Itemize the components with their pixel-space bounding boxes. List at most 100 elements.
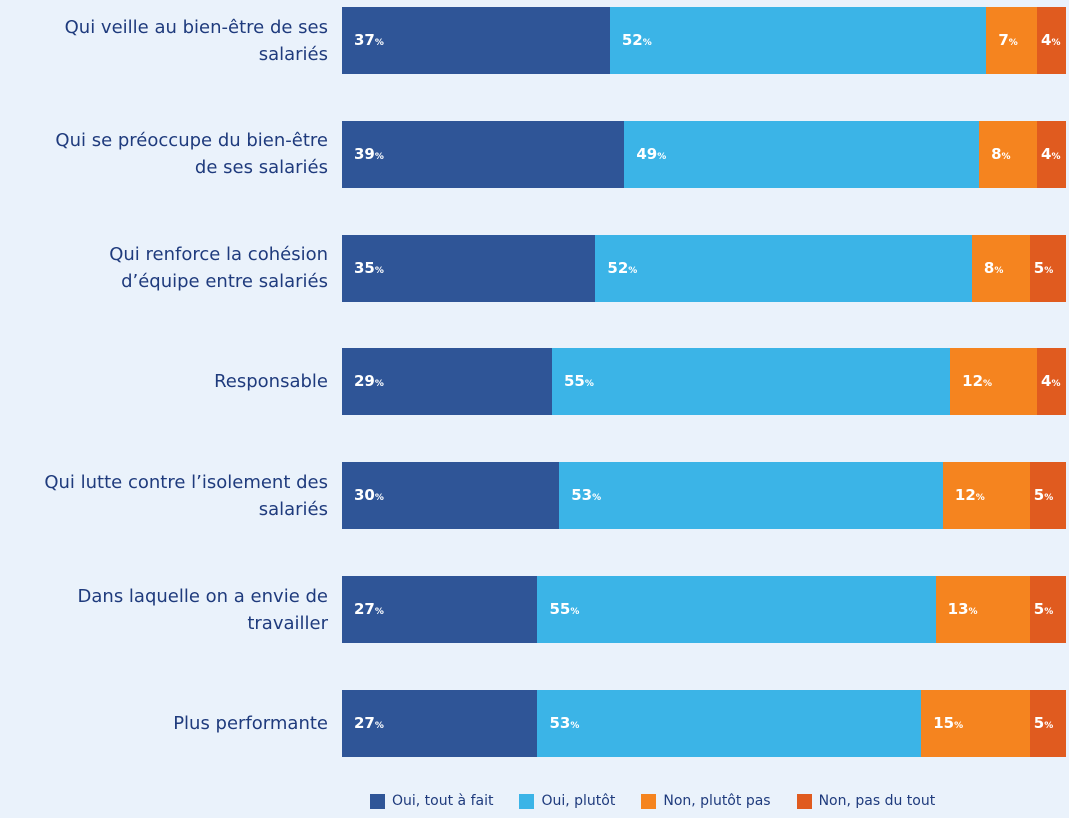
- value-unit: %: [994, 265, 1004, 276]
- bar-segment: [537, 689, 922, 757]
- bar-segment: [342, 348, 552, 416]
- value-unit: %: [1001, 151, 1011, 162]
- bar-segment: [342, 7, 610, 74]
- value-unit: %: [628, 265, 638, 276]
- bar-segment: [1029, 234, 1066, 302]
- category-text: Qui se préoccupe du bien-être de ses sal…: [55, 130, 328, 179]
- value-label: 5%: [1033, 486, 1054, 505]
- bar-segment: [979, 120, 1038, 188]
- category-label: Qui renforce la cohésion d’équipe entre …: [0, 235, 328, 302]
- value-label: 52%: [607, 258, 638, 277]
- category-text: Plus performante: [173, 712, 328, 734]
- value-unit: %: [1008, 38, 1018, 48]
- value-unit: %: [374, 607, 384, 617]
- value-unit: %: [374, 379, 384, 390]
- value-label: 53%: [571, 486, 602, 505]
- value-label: 8%: [991, 144, 1011, 163]
- bar-segment: [971, 234, 1030, 302]
- bar-segment: [609, 7, 987, 74]
- value-unit: %: [1044, 265, 1054, 276]
- value-unit: %: [374, 493, 384, 504]
- value-unit: %: [570, 607, 580, 617]
- value-unit: %: [1044, 720, 1054, 731]
- value-unit: %: [374, 151, 384, 162]
- value-label: 7%: [998, 31, 1018, 49]
- value-unit: %: [657, 151, 667, 162]
- bar-segment: [935, 576, 1030, 643]
- bar-segment: [342, 462, 560, 530]
- bar-segment: [342, 234, 596, 302]
- bar-segment: [624, 120, 980, 188]
- legend-item: Non, plutôt pas: [641, 793, 771, 809]
- value-label: 52%: [621, 31, 652, 49]
- bar-segment: [1029, 576, 1066, 643]
- value-unit: %: [1051, 38, 1061, 48]
- value-label: 4%: [1041, 31, 1061, 49]
- value-label: 12%: [954, 486, 985, 505]
- value-unit: %: [1044, 493, 1054, 504]
- legend-item: Non, pas du tout: [796, 793, 936, 809]
- legend-swatch: [641, 793, 657, 809]
- value-label: 4%: [1041, 144, 1061, 163]
- bar-segment: [950, 348, 1038, 416]
- value-label: 30%: [354, 486, 384, 505]
- value-unit: %: [968, 607, 978, 617]
- bar-segment: [1029, 462, 1066, 530]
- value-label: 49%: [636, 144, 667, 163]
- value-label: 27%: [354, 600, 384, 618]
- category-label: Dans laquelle on a envie de travailler: [0, 576, 328, 643]
- category-text: Responsable: [214, 371, 328, 393]
- value-unit: %: [374, 265, 384, 276]
- legend-swatch: [519, 793, 535, 809]
- category-text: Qui veille au bien-être de ses salariés: [64, 16, 328, 65]
- value-label: 55%: [549, 600, 580, 618]
- legend-label: Oui, plutôt: [541, 793, 616, 809]
- value-unit: %: [975, 493, 985, 504]
- value-unit: %: [584, 379, 594, 390]
- value-unit: %: [570, 720, 580, 731]
- value-label: 4%: [1041, 372, 1061, 391]
- legend-item: Oui, plutôt: [519, 793, 615, 809]
- bar-segment: [1029, 689, 1066, 757]
- value-unit: %: [954, 720, 964, 731]
- value-unit: %: [1051, 379, 1061, 390]
- value-unit: %: [1051, 151, 1061, 162]
- bar-segment: [537, 576, 936, 643]
- bar-segment: [342, 120, 625, 188]
- bar-segment: [1037, 348, 1066, 416]
- legend-label: Non, plutôt pas: [663, 793, 771, 809]
- bar-segment: [1037, 7, 1066, 74]
- category-text: Dans laquelle on a envie de travailler: [77, 585, 328, 634]
- value-label: 5%: [1033, 713, 1054, 732]
- bar-segment: [551, 348, 951, 416]
- bar-segment: [1037, 120, 1066, 188]
- legend-swatch: [370, 793, 385, 809]
- legend: Oui, tout à fait Oui, plutôt Non, plutôt p…: [370, 793, 935, 809]
- bar-segment: [595, 234, 972, 302]
- value-unit: %: [592, 493, 602, 504]
- value-label: 15%: [933, 713, 964, 732]
- bar-segment: [921, 689, 1030, 757]
- category-text: Qui lutte contre l’isolement des salarié…: [44, 471, 328, 520]
- value-label: 35%: [354, 258, 384, 277]
- value-label: 29%: [354, 372, 384, 391]
- legend-item: Oui, tout à fait: [370, 793, 493, 809]
- value-label: 13%: [947, 600, 978, 618]
- value-label: 5%: [1033, 258, 1054, 277]
- value-label: 5%: [1033, 600, 1054, 618]
- category-label: Qui veille au bien-être de ses salariés: [0, 7, 328, 74]
- category-label: Qui lutte contre l’isolement des salarié…: [0, 462, 328, 529]
- value-label: 37%: [354, 31, 384, 49]
- category-label: Responsable: [0, 348, 328, 415]
- category-label: Plus performante: [0, 690, 328, 757]
- bar-segment: [342, 576, 538, 643]
- legend-label: Non, pas du tout: [818, 793, 936, 809]
- value-label: 12%: [962, 372, 993, 391]
- category-text: Qui renforce la cohésion d’équipe entre …: [109, 244, 328, 293]
- value-label: 53%: [549, 713, 580, 732]
- value-unit: %: [642, 38, 652, 48]
- legend-label: Oui, tout à fait: [392, 793, 494, 809]
- bar-segment: [986, 7, 1038, 74]
- value-unit: %: [983, 379, 993, 390]
- value-unit: %: [374, 720, 384, 731]
